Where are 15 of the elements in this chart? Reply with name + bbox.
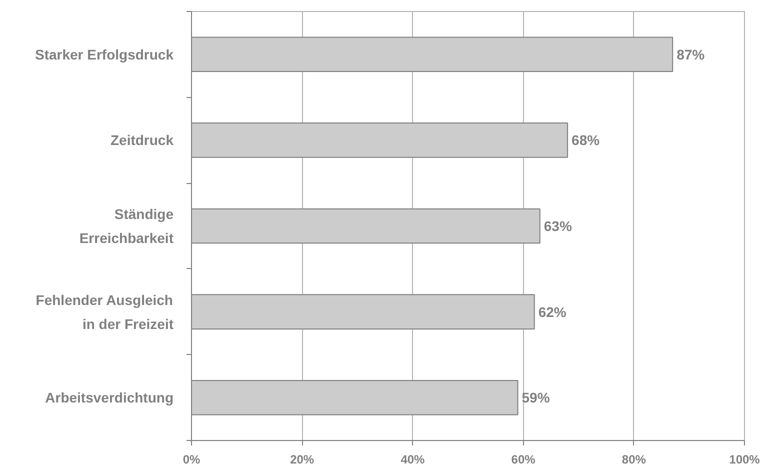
data-label: 62%: [538, 304, 567, 320]
x-tick-label: 80%: [622, 452, 646, 466]
x-tick-label: 60%: [511, 452, 536, 466]
x-tick-label: 0%: [182, 452, 200, 466]
data-label: 87%: [676, 46, 706, 62]
x-tick-label: 20%: [290, 452, 314, 466]
y-tick-label: Fehlender Ausgleich in der Freizeit: [36, 292, 174, 332]
data-label: 63%: [544, 218, 572, 234]
x-tick-label: 40%: [400, 452, 426, 466]
y-tick-label: Zeitdruck: [110, 132, 174, 148]
x-tick-label: 100%: [729, 452, 760, 466]
y-tick-label: Arbeitsverdichtung: [45, 390, 174, 406]
y-tick-label: Ständige Erreichbarkeit: [79, 206, 174, 246]
data-label: 68%: [572, 132, 600, 148]
y-tick-label: Starker Erfolgsdruck: [35, 46, 174, 62]
